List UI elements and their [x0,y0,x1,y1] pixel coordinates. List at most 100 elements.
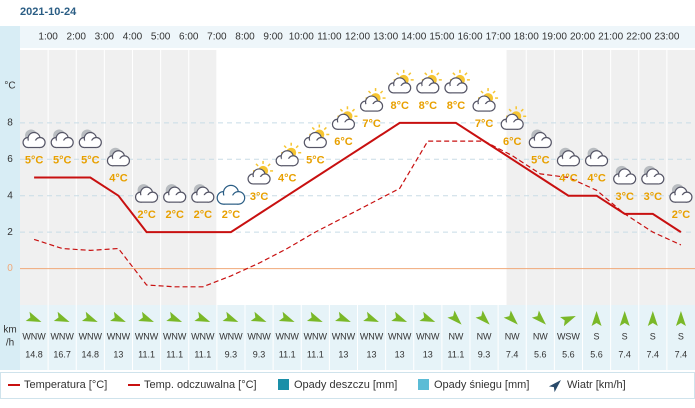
x-tick-label: 5:00 [151,32,171,43]
x-tick-label: 4:00 [123,32,143,43]
wind-direction: S [594,331,600,341]
wind-direction: NW [477,331,492,341]
sun-ray [267,163,271,167]
wind-speed: 7.4 [506,349,519,359]
x-tick-label: 14:00 [401,32,426,43]
temperature-label: 2°C [165,209,184,221]
x-tick-label: 9:00 [263,32,283,43]
sun-ray [351,108,356,112]
y-tick-label: 8 [7,117,13,128]
wind-arrow [475,310,490,325]
wind-arrow [647,311,658,326]
wind-unit: /h [6,338,14,349]
temperature-label: 8°C [447,100,466,112]
weather-icon [500,106,527,130]
sun-ray [367,90,372,94]
wind-direction: WNW [191,331,215,341]
temperature-label: 4°C [559,173,578,185]
wind-direction: NW [505,331,520,341]
legend-box [0,372,695,399]
wind-arrow [675,311,686,326]
wind-speed: 16.7 [53,349,71,359]
wind-direction: WSW [557,331,580,341]
temperature-label: 3°C [644,191,663,203]
sun-ray [396,72,400,76]
x-tick-label: 16:00 [457,32,482,43]
wind-speed: 11.1 [279,349,296,359]
wind-direction: NW [448,331,463,341]
wind-direction: WNW [22,331,46,341]
sun-ray [323,126,327,131]
temperature-label: 5°C [306,154,325,166]
wind-speed: 7.4 [675,349,688,359]
cloud-base [421,85,434,93]
legend-swatch [278,379,289,390]
cloud-base [478,104,491,112]
wind-arrow [81,311,98,323]
temperature-label: 6°C [503,136,522,148]
cloud-base [253,176,266,184]
cloud-base [140,195,153,203]
wind-arrow [591,311,602,326]
x-tick-label: 10:00 [289,32,314,43]
weather-icon [134,184,159,203]
cloud-base [168,195,181,203]
wind-direction: WNW [50,331,74,341]
wind-arrow [53,311,70,323]
x-tick-label: 18:00 [514,32,539,43]
sun-ray [255,163,259,167]
legend-label: Temperatura [°C] [24,379,107,391]
cloud-base [223,195,239,205]
wind-direction: WNW [332,331,356,341]
x-tick-label: 11:00 [317,32,342,43]
weather-icon [556,147,581,167]
wind-speed: 5.6 [590,349,603,359]
x-tick-label: 20:00 [570,32,595,43]
date-title: 2021-10-24 [20,6,77,18]
cloud-base [281,158,294,166]
legend-label: Opady deszczu [mm] [294,379,397,391]
temperature-label: 8°C [419,100,438,112]
wind-direction: S [678,331,684,341]
temperature-label: 2°C [137,209,156,221]
cloud-base [506,122,519,130]
wind-arrow [391,311,408,323]
cloud-base [112,158,125,166]
sun-ray [311,126,315,131]
weather-icon [528,129,552,149]
temperature-label: 5°C [53,154,72,166]
x-tick-label: 7:00 [207,32,227,43]
sun-ray [339,108,344,112]
cloud-base [56,140,69,148]
cloud-base [309,140,322,148]
temperature-label: 8°C [390,100,409,112]
weather-icon [22,129,46,149]
wind-direction: WNW [360,331,384,341]
temperature-label: 4°C [278,173,297,185]
weather-icon [50,129,74,149]
wind-direction: S [622,331,628,341]
cloud-base [562,158,575,166]
temperature-label: 4°C [587,173,606,185]
wind-arrow [503,310,518,325]
wind-speed: 13 [113,349,123,359]
wind-arrow [166,311,183,323]
weather-icon [303,124,330,149]
sun-ray [424,72,428,76]
x-tick-label: 15:00 [429,32,454,43]
wind-direction: WNW [304,331,328,341]
weather-icon [331,106,358,130]
wind-arrow [619,311,630,326]
wind-direction: WNW [275,331,299,341]
wind-unit: km [3,325,16,336]
sun-ray [408,72,412,76]
y-axis-label: °C [4,81,15,92]
weather-icon [78,129,102,149]
cloud-base [590,158,603,166]
weather-icon [247,160,274,185]
axis-panel [0,26,20,370]
weather-icon [359,88,386,112]
x-tick-label: 17:00 [486,32,511,43]
wind-direction: WNW [388,331,412,341]
